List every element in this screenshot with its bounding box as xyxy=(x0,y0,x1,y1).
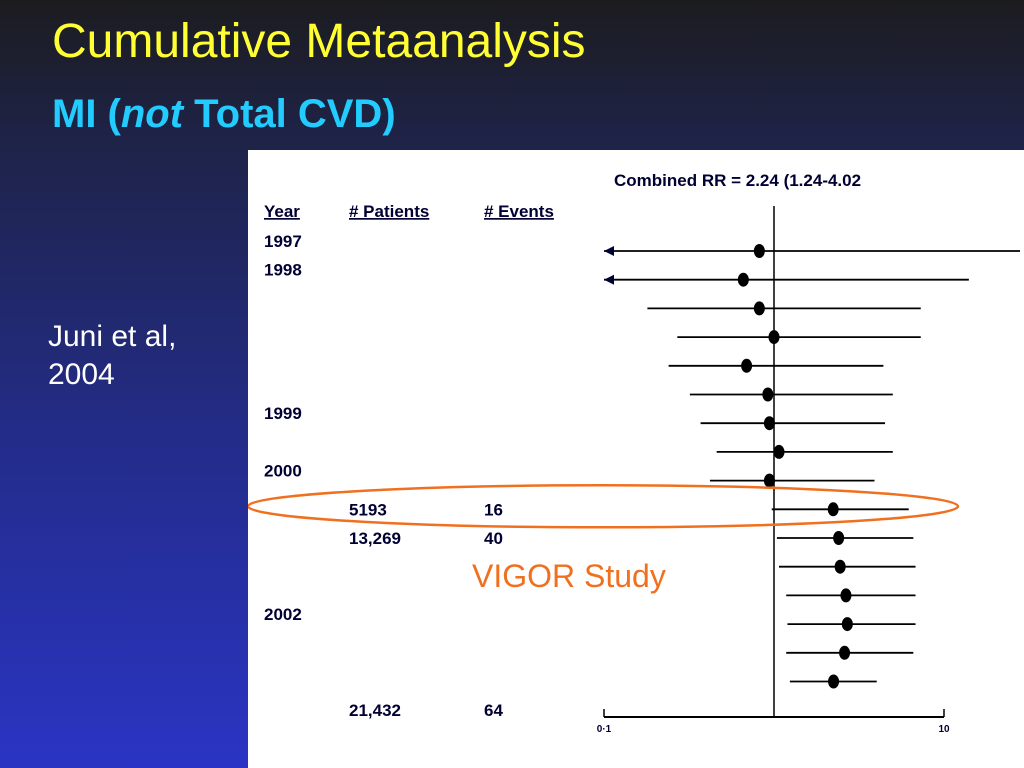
subtitle-emphasis: not xyxy=(120,92,184,136)
point-estimate xyxy=(753,244,765,258)
point-estimate xyxy=(737,272,749,287)
year-label: 1997 xyxy=(264,232,302,251)
column-header-year: Year xyxy=(264,202,300,221)
events-value: 40 xyxy=(484,529,503,548)
slide-subtitle: MI (not Total CVD) xyxy=(52,92,396,137)
citation-line-1: Juni et al, xyxy=(48,320,177,353)
patients-value: 5193 xyxy=(349,500,387,519)
point-estimate xyxy=(841,617,853,632)
x-tick-label-high: 10 xyxy=(938,724,950,735)
subtitle-suffix: Total CVD) xyxy=(183,92,396,136)
point-estimate xyxy=(827,502,839,517)
column-header-events: # Events xyxy=(484,202,554,221)
combined-rr-label: Combined RR = 2.24 (1.24-4.02 xyxy=(614,171,861,190)
point-estimate xyxy=(762,387,774,402)
forest-plot: Combined RR = 2.24 (1.24-4.02 Year # Pat… xyxy=(248,171,1021,735)
forest-plot-panel: Combined RR = 2.24 (1.24-4.02 Year # Pat… xyxy=(248,150,1024,768)
point-estimate xyxy=(763,473,775,488)
citation: Juni et al, 2004 xyxy=(48,318,248,394)
point-estimate xyxy=(834,559,846,574)
point-estimate xyxy=(763,416,775,431)
year-label: 2000 xyxy=(264,462,302,481)
point-estimate xyxy=(839,645,851,660)
year-label: 2002 xyxy=(264,605,302,624)
table-values: 1997 1998 1999 2000 2002 5193 16 13,269 40 21,432… xyxy=(264,232,503,720)
patients-value: 21,432 xyxy=(349,701,401,720)
point-estimate xyxy=(840,588,852,603)
point-estimate xyxy=(741,358,753,373)
events-value: 64 xyxy=(484,701,503,720)
patients-value: 13,269 xyxy=(349,529,401,548)
column-header-patients: # Patients xyxy=(349,202,429,221)
vigor-study-label: VIGOR Study xyxy=(472,558,666,594)
point-estimate xyxy=(753,301,765,316)
citation-line-2: 2004 xyxy=(48,358,115,391)
point-estimate xyxy=(828,674,840,689)
plot-marks: 0·1 10 xyxy=(597,206,1021,735)
year-label: 1999 xyxy=(264,404,302,423)
ci-arrow xyxy=(604,246,614,256)
point-estimate xyxy=(833,531,845,545)
slide-title: Cumulative Metaanalysis xyxy=(52,15,586,68)
x-tick-label-low: 0·1 xyxy=(597,724,612,735)
vigor-highlight-ellipse xyxy=(248,484,960,529)
point-estimate xyxy=(773,444,785,459)
ci-arrow xyxy=(604,274,614,285)
events-value: 16 xyxy=(484,500,503,519)
point-estimate xyxy=(768,330,780,345)
subtitle-prefix: MI ( xyxy=(52,92,121,136)
year-label: 1998 xyxy=(264,261,302,280)
